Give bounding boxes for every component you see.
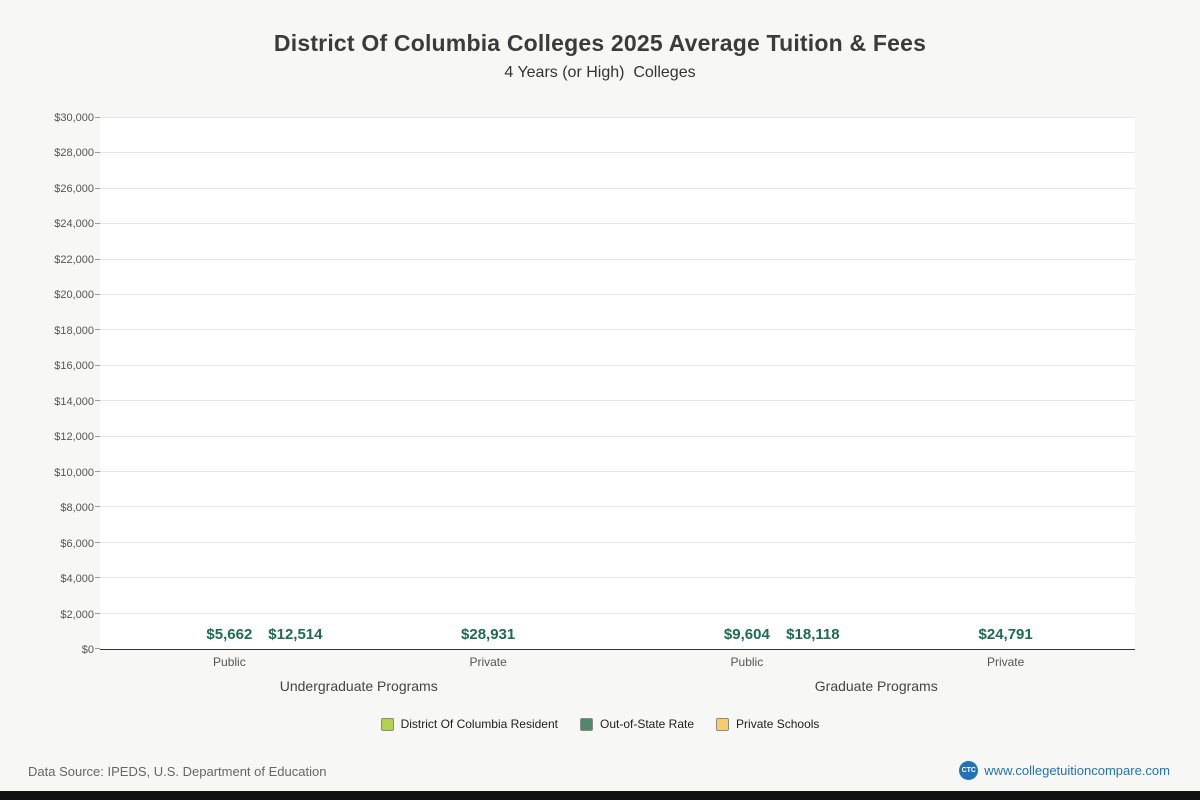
gridline [100, 152, 1135, 154]
y-axis-tick-mark [95, 577, 100, 579]
chart-title: District Of Columbia Colleges 2025 Avera… [273, 30, 927, 56]
y-axis-tick-mark [95, 294, 100, 295]
y-axis-tick-label: $26,000 [54, 182, 94, 195]
legend-label: District Of Columbia Resident [400, 717, 558, 731]
gridline [100, 400, 1135, 402]
axis-group-label: Graduate Programs [814, 678, 938, 694]
legend-label: Private Schools [736, 717, 820, 731]
gridline [100, 364, 1135, 366]
y-axis-tick-mark [95, 541, 100, 543]
y-axis-tick-label: $22,000 [54, 253, 94, 266]
y-axis-tick-mark [95, 117, 100, 118]
legend-swatch [716, 717, 730, 731]
axis-group-label: Undergraduate Programs [279, 678, 438, 694]
x-axis-labels: Public Private Public Private [100, 655, 1135, 671]
category-slot: $28,931 [359, 118, 618, 649]
y-axis-tick-label: $0 [81, 644, 94, 656]
y-axis-tick-mark [95, 258, 100, 260]
bar-value-label: $18,118 [786, 626, 840, 643]
y-axis-tick-label: $28,000 [54, 147, 94, 160]
legend-swatch [380, 717, 394, 731]
y-axis-tick-label: $18,000 [54, 324, 94, 337]
gridline [100, 471, 1135, 472]
y-axis-tick-mark [95, 187, 100, 189]
bar-value-label: $5,662 [206, 626, 253, 643]
gridline [100, 223, 1135, 225]
y-axis-tick-mark [95, 506, 100, 508]
y-axis: $0 $2,000 $4,000 $6,000 $8,000 $10,000 $12,000… [38, 112, 94, 656]
chart-subtitle: 4 Years (or High) Colleges [504, 64, 696, 81]
y-axis-tick-mark [95, 435, 100, 437]
y-axis-tick-label: $6,000 [60, 537, 94, 550]
gridline [100, 506, 1135, 508]
y-axis-tick-label: $8,000 [60, 502, 94, 515]
bar-value-label: $24,791 [978, 626, 1033, 643]
y-axis-tick-label: $30,000 [54, 112, 94, 124]
bar-value-label: $9,604 [723, 626, 770, 643]
y-axis-tick-label: $14,000 [54, 395, 94, 408]
y-axis-tick-mark [95, 648, 100, 649]
bar-value-label: $28,931 [461, 626, 516, 643]
y-axis-tick-mark [95, 152, 100, 154]
website-link[interactable]: CTC www.collegetuitioncompare.com [959, 761, 1170, 780]
gridline [100, 329, 1135, 331]
gridline [100, 117, 1135, 118]
legend-item: Out-of-State Rate [579, 717, 695, 731]
ctc-logo-icon: CTC [959, 761, 979, 780]
category-slot: $24,791 [876, 118, 1135, 649]
gridline [100, 612, 1135, 614]
website-text: www.collegetuitioncompare.com [984, 763, 1170, 778]
gridline [100, 541, 1135, 543]
y-axis-tick-label: $12,000 [54, 431, 94, 444]
x-axis-category-label: Private [469, 655, 507, 669]
y-axis-tick-mark [95, 471, 100, 472]
gridline [100, 258, 1135, 260]
data-source-text: Data Source: IPEDS, U.S. Department of E… [28, 764, 327, 779]
x-axis-category-label: Public [730, 655, 764, 669]
y-axis-tick-label: $10,000 [54, 466, 94, 479]
y-axis-tick-label: $24,000 [54, 218, 94, 231]
y-axis-tick-mark [95, 364, 100, 366]
axis-group-labels: Undergraduate Programs Graduate Programs [100, 678, 1135, 696]
legend-item: Private Schools [716, 717, 819, 731]
legend-label: Out-of-State Rate [599, 717, 695, 731]
category-slot: $5,662 $12,514 [100, 118, 359, 649]
legend-item: District Of Columbia Resident [380, 717, 558, 731]
y-axis-tick-mark [95, 223, 100, 225]
y-axis-tick-label: $20,000 [54, 289, 94, 302]
y-axis-tick-label: $16,000 [54, 360, 94, 373]
gridline [100, 435, 1135, 437]
legend-swatch [579, 717, 593, 731]
y-axis-tick-label: $4,000 [60, 573, 94, 586]
y-axis-tick-mark [95, 612, 100, 614]
x-axis-category-label: Private [986, 655, 1025, 669]
legend: District Of Columbia Resident Out-of-Stat… [0, 717, 1200, 731]
plot-area: $5,662 $12,514 $28,931 $9,604 $18,118 $24,791 [95, 117, 1135, 650]
gridline [100, 294, 1135, 295]
gridline [100, 187, 1135, 189]
y-axis-tick-label: $2,000 [60, 608, 94, 621]
x-axis-category-label: Public [213, 655, 246, 669]
y-axis-tick-mark [95, 400, 100, 402]
bar-value-label: $12,514 [268, 626, 323, 643]
category-slot: $9,604 $18,118 [618, 118, 877, 649]
bottom-bar [0, 791, 1200, 800]
y-axis-tick-mark [95, 329, 100, 331]
gridline [100, 577, 1135, 579]
